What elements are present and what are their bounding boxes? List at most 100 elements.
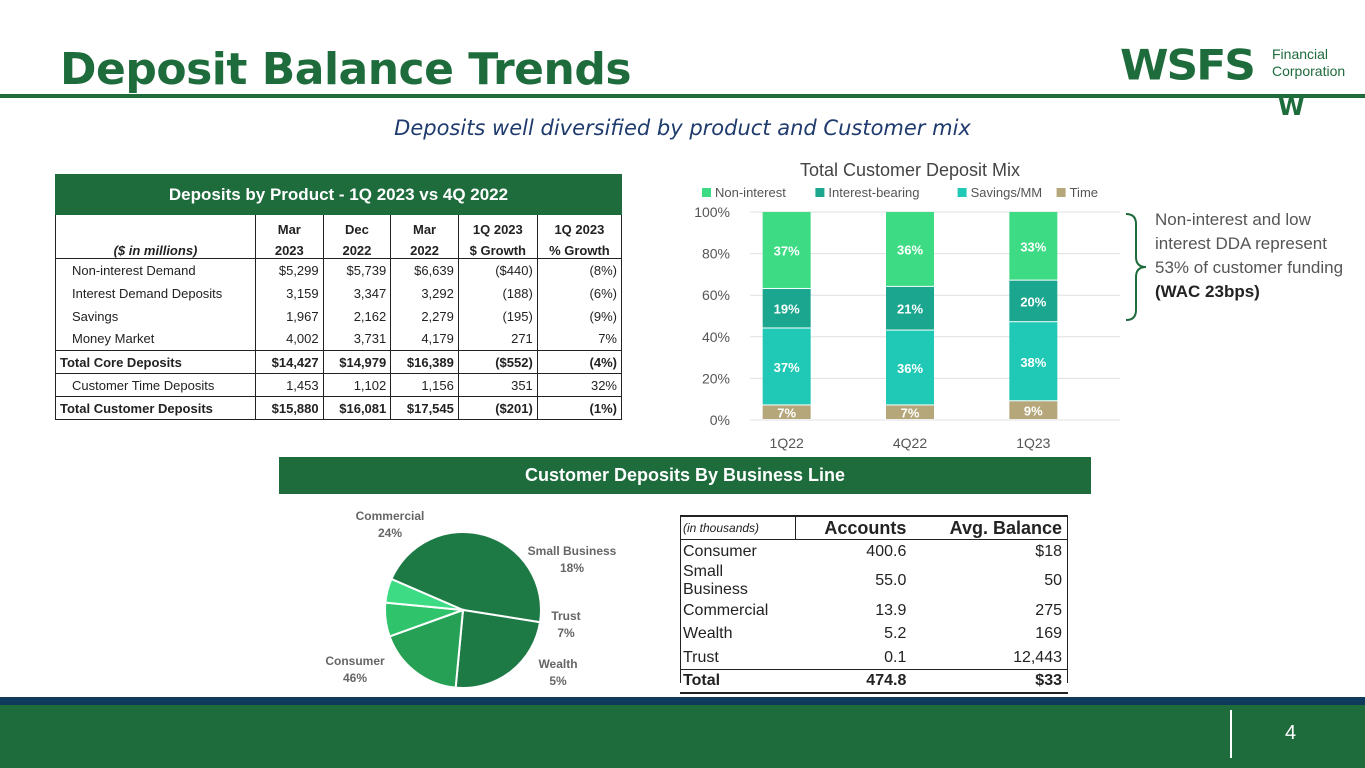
business-line-pie: Consumer 46% Commercial 24% Small Business 18… (325, 509, 617, 689)
cell: $5,299 (255, 258, 324, 282)
col-header: Dec (323, 214, 392, 237)
bar-segment (886, 405, 934, 419)
y-tick-label: 80% (702, 246, 730, 262)
cell: 1,453 (255, 373, 324, 397)
row-label: Consumer (683, 542, 757, 560)
pie-label-name: Commercial (356, 509, 425, 523)
pie-slice (390, 531, 542, 624)
data-label: 20% (1020, 294, 1046, 309)
table-row: Wealth 5.2 169 (680, 623, 1068, 647)
cell: $14,979 (323, 350, 392, 374)
cell: (195) (458, 304, 538, 328)
table-row: Non-interest Demand $5,299 $5,739 $6,639… (55, 258, 623, 282)
row-label: Trust (683, 648, 719, 666)
row-label: Small Business (683, 563, 748, 598)
col-header-avg-balance: Avg. Balance (912, 515, 1068, 540)
cell: 271 (458, 327, 538, 351)
cell: 0.1 (884, 648, 907, 666)
cell: 2,279 (390, 304, 459, 328)
cell: 4,179 (390, 327, 459, 351)
cell: $14,427 (255, 350, 324, 374)
data-label: 36% (897, 361, 923, 376)
bar-segment (762, 288, 811, 328)
cell: 169 (1035, 625, 1062, 643)
legend-swatch (702, 188, 711, 197)
chart-title: Total Customer Deposit Mix (800, 160, 1020, 180)
bar-segment (1009, 212, 1058, 280)
pie-label-value: 7% (557, 626, 575, 640)
legend-swatch (1056, 188, 1066, 197)
row-label: Non-interest Demand (55, 258, 256, 282)
table-row: Customer Time Deposits 1,453 1,102 1,156… (55, 373, 623, 397)
cell: 275 (1035, 601, 1062, 619)
units-label: ($ in millions) (55, 236, 256, 259)
cell: 1,102 (323, 373, 392, 397)
data-label: 7% (777, 406, 796, 421)
y-tick-label: 0% (710, 412, 730, 428)
cell: 3,347 (323, 281, 392, 305)
data-label: 37% (774, 243, 800, 258)
row-label: Money Market (55, 327, 256, 351)
bar-segment (1009, 322, 1058, 401)
cell: (9%) (537, 304, 623, 328)
row-label: Total Customer Deposits (55, 396, 256, 420)
cell: 3,731 (323, 327, 392, 351)
col-header: 1Q 2023 (458, 214, 538, 237)
cell: 50 (1044, 572, 1062, 589)
cell: 1,967 (255, 304, 324, 328)
cell: 7% (537, 327, 623, 351)
table-row: Money Market 4,002 3,731 4,179 271 7% (55, 327, 623, 351)
cell: 351 (458, 373, 538, 397)
col-header-accounts: Accounts (795, 515, 913, 540)
cell: 4,002 (255, 327, 324, 351)
table-row-total-customer: Total Customer Deposits $15,880 $16,081 … (55, 396, 623, 420)
footer-divider (1230, 710, 1232, 758)
table-row: Small Business 55.0 50 (680, 563, 1068, 599)
funding-note: Non-interest and low interest DDA repres… (1155, 208, 1345, 304)
legend-swatch (957, 188, 967, 197)
bar-segment (762, 212, 811, 288)
subtitle: Deposits well diversified by product and… (394, 116, 971, 140)
logo-line-1: Financial (1272, 46, 1329, 62)
col-header: 2022 (323, 236, 392, 259)
cell: $16,081 (323, 396, 392, 420)
brace-icon (1125, 213, 1147, 321)
bar-segment (886, 286, 934, 330)
data-label: 37% (774, 360, 800, 375)
data-label: 33% (1020, 239, 1046, 254)
footer-stripe (0, 697, 1365, 705)
footer (0, 705, 1365, 768)
legend-label: Interest-bearing (828, 185, 919, 200)
table-row: Savings 1,967 2,162 2,279 (195) (9%) (55, 304, 623, 328)
units-label: (in thousands) (680, 515, 796, 540)
note-bold: (WAC 23bps) (1155, 282, 1260, 301)
table-row-total-core: Total Core Deposits $14,427 $14,979 $16,… (55, 350, 623, 374)
cell: ($201) (458, 396, 538, 420)
business-line-table: (in thousands) Accounts Avg. Balance Con… (680, 515, 1068, 694)
x-tick-label: 1Q22 (770, 435, 804, 451)
page-title: Deposit Balance Trends (60, 44, 632, 95)
wsfs-logo: WSFS Financial Corporation W (1120, 40, 1355, 121)
cell: $15,880 (255, 396, 324, 420)
bar-segment (762, 405, 811, 419)
cell: (4%) (537, 350, 623, 374)
row-label: Commercial (683, 601, 769, 619)
row-label: Total Core Deposits (55, 350, 256, 374)
pie-label-name: Small Business (528, 544, 617, 558)
y-tick-label: 20% (702, 370, 730, 386)
table-row: Trust 0.1 12,443 (680, 646, 1068, 670)
cell: 3,292 (390, 281, 459, 305)
bar-segment (1009, 401, 1058, 419)
cell: 1,156 (390, 373, 459, 397)
data-label: 38% (1020, 355, 1046, 370)
cell: (188) (458, 281, 538, 305)
legend-swatch (815, 188, 825, 197)
x-tick-label: 4Q22 (893, 435, 927, 451)
data-label: 21% (897, 302, 923, 317)
x-tick-label: 1Q23 (1016, 435, 1050, 451)
col-header: 1Q 2023 (537, 214, 623, 237)
row-label: Wealth (683, 625, 733, 643)
legend-label: Time (1070, 185, 1098, 200)
col-header: $ Growth (458, 236, 538, 259)
row-label: Savings (55, 304, 256, 328)
